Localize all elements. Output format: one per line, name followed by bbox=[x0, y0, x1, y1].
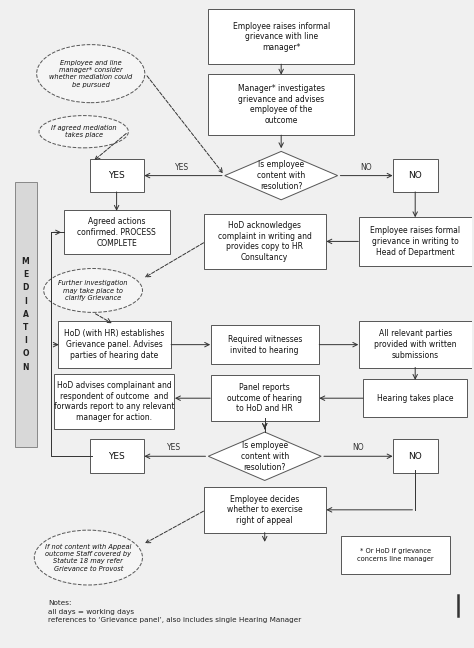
FancyBboxPatch shape bbox=[364, 380, 467, 417]
Text: Hearing takes place: Hearing takes place bbox=[377, 394, 454, 402]
FancyBboxPatch shape bbox=[210, 325, 319, 364]
FancyBboxPatch shape bbox=[90, 159, 144, 192]
Text: NO: NO bbox=[408, 171, 422, 180]
FancyBboxPatch shape bbox=[208, 74, 354, 135]
Text: Manager* investigates
grievance and advises
employee of the
outcome: Manager* investigates grievance and advi… bbox=[237, 84, 325, 125]
Ellipse shape bbox=[39, 115, 128, 148]
Text: YES: YES bbox=[167, 443, 182, 452]
Text: All relevant parties
provided with written
submissions: All relevant parties provided with writt… bbox=[374, 329, 456, 360]
Text: Agreed actions
confirmed. PROCESS
COMPLETE: Agreed actions confirmed. PROCESS COMPLE… bbox=[77, 217, 156, 248]
Ellipse shape bbox=[34, 530, 143, 585]
Text: HoD advises complainant and
respondent of outcome  and
forwards report to any re: HoD advises complainant and respondent o… bbox=[54, 381, 174, 422]
Text: HoD (with HR) establishes
Grievance panel. Advises
parties of hearing date: HoD (with HR) establishes Grievance pane… bbox=[64, 329, 164, 360]
Polygon shape bbox=[225, 152, 337, 200]
FancyBboxPatch shape bbox=[210, 375, 319, 421]
Text: Panel reports
outcome of hearing
to HoD and HR: Panel reports outcome of hearing to HoD … bbox=[227, 383, 302, 413]
FancyBboxPatch shape bbox=[393, 439, 438, 473]
FancyBboxPatch shape bbox=[359, 217, 472, 266]
Text: Employee decides
whether to exercise
right of appeal: Employee decides whether to exercise rig… bbox=[227, 494, 302, 525]
Text: Employee raises formal
grievance in writing to
Head of Department: Employee raises formal grievance in writ… bbox=[370, 226, 460, 257]
Text: * Or HoD if grievance
concerns line manager: * Or HoD if grievance concerns line mana… bbox=[357, 548, 434, 562]
Ellipse shape bbox=[36, 45, 145, 102]
FancyBboxPatch shape bbox=[58, 321, 171, 368]
FancyBboxPatch shape bbox=[341, 537, 449, 573]
Text: HoD acknowledges
complaint in writing and
provides copy to HR
Consultancy: HoD acknowledges complaint in writing an… bbox=[218, 221, 312, 262]
Text: Employee raises informal
grievance with line
manager*: Employee raises informal grievance with … bbox=[233, 21, 330, 52]
Text: If agreed mediation
takes place: If agreed mediation takes place bbox=[51, 125, 117, 139]
Polygon shape bbox=[208, 432, 321, 480]
FancyBboxPatch shape bbox=[15, 182, 36, 446]
Text: If not content with Appeal
outcome Staff covered by
Statute 18 may refer
Grievan: If not content with Appeal outcome Staff… bbox=[45, 544, 132, 572]
Text: Is employee
content with
resolution?: Is employee content with resolution? bbox=[257, 160, 305, 191]
Text: NO: NO bbox=[408, 452, 422, 461]
FancyBboxPatch shape bbox=[204, 487, 326, 533]
FancyBboxPatch shape bbox=[393, 159, 438, 192]
FancyBboxPatch shape bbox=[208, 10, 354, 64]
FancyBboxPatch shape bbox=[55, 374, 174, 429]
Ellipse shape bbox=[44, 268, 143, 312]
Text: Notes:
all days = working days
references to ‘Grievance panel’, also includes si: Notes: all days = working days reference… bbox=[48, 600, 301, 623]
FancyBboxPatch shape bbox=[359, 321, 472, 368]
Text: Employee and line
manager* consider
whether mediation could
be pursued: Employee and line manager* consider whet… bbox=[49, 60, 132, 87]
Text: NO: NO bbox=[352, 443, 364, 452]
Text: Required witnesses
invited to hearing: Required witnesses invited to hearing bbox=[228, 335, 302, 354]
Text: YES: YES bbox=[175, 163, 190, 172]
FancyBboxPatch shape bbox=[64, 211, 170, 254]
Text: Is employee
content with
resolution?: Is employee content with resolution? bbox=[241, 441, 289, 472]
Text: M
E
D
I
A
T
I
O
N: M E D I A T I O N bbox=[22, 257, 29, 371]
Text: NO: NO bbox=[360, 163, 372, 172]
Text: Further investigation
may take place to
clarify Grievance: Further investigation may take place to … bbox=[58, 280, 128, 301]
FancyBboxPatch shape bbox=[204, 214, 326, 269]
FancyBboxPatch shape bbox=[90, 439, 144, 473]
Text: YES: YES bbox=[108, 171, 125, 180]
Text: YES: YES bbox=[108, 452, 125, 461]
